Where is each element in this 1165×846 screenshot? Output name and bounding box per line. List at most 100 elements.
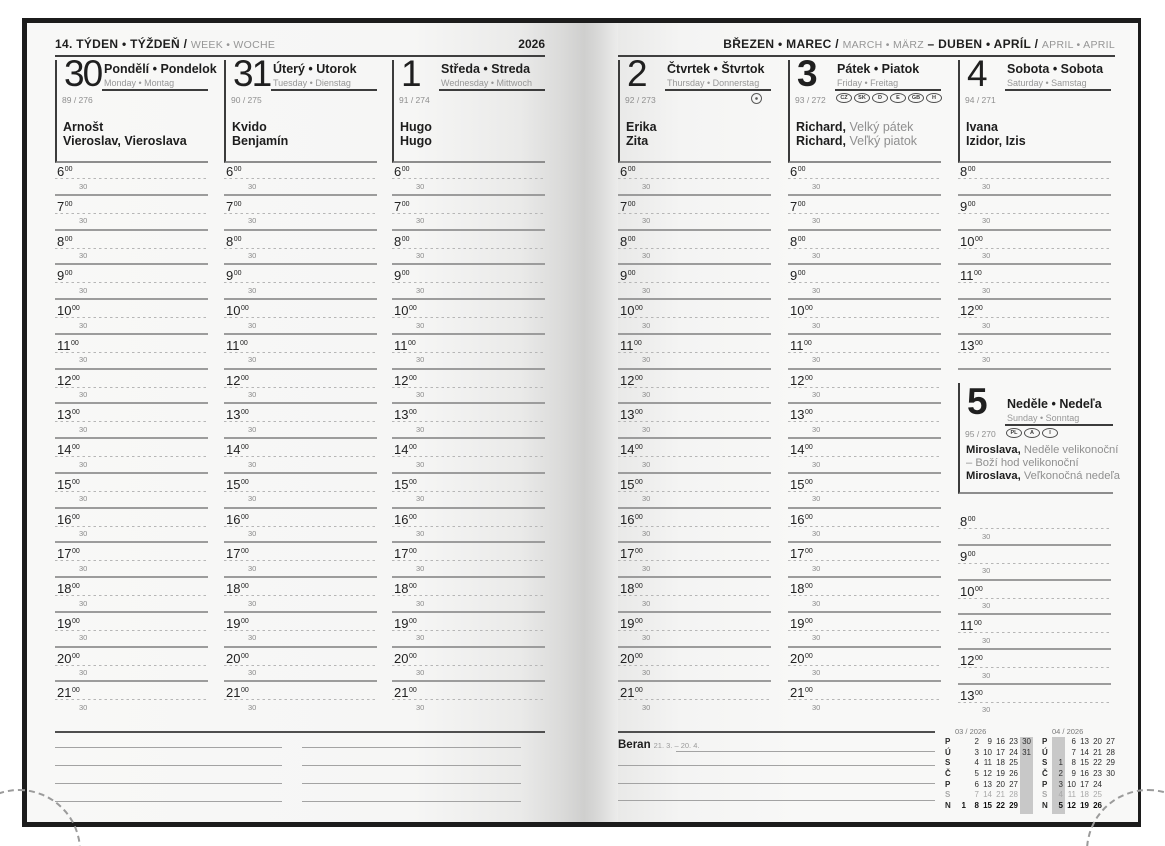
- mini-calendar-day: 18: [1080, 790, 1089, 800]
- half-hour-line: [618, 456, 771, 457]
- hour-slot-11: 1100 30: [618, 335, 771, 370]
- hour-label: 600: [226, 164, 242, 179]
- hour-line: [618, 228, 771, 231]
- hour-line: [788, 402, 941, 405]
- weekday-label: P: [1042, 737, 1048, 746]
- hour-label: 1400: [394, 442, 417, 457]
- half-hour-line: [55, 525, 208, 527]
- half-hour-line: [618, 525, 771, 527]
- mini-calendar-day: [955, 737, 968, 748]
- mini-calendar-day: 6: [974, 779, 979, 789]
- half-hour-line: [224, 178, 377, 179]
- hour-label: 1200: [960, 303, 983, 318]
- month-title-1: BŘEZEN • MAREC /: [723, 37, 839, 51]
- hour-line: [958, 332, 1111, 335]
- half-hour-line: [224, 560, 377, 562]
- hour-label: 1100: [960, 268, 982, 284]
- hour-slot-13: 1300 30: [788, 404, 941, 439]
- day-of-year: 92 / 273: [625, 95, 656, 105]
- hour-line: [392, 541, 545, 544]
- hour-label: 2100: [226, 685, 249, 701]
- half-hour-label: 30: [79, 598, 88, 608]
- hour-label: 900: [960, 198, 976, 214]
- hour-label: 700: [790, 198, 806, 214]
- hour-slot-9: 900 30: [958, 546, 1111, 581]
- mini-calendar-day: 24: [1093, 779, 1102, 789]
- half-hour-label: 30: [812, 390, 821, 399]
- half-hour-label: 30: [416, 668, 425, 677]
- day-header-friday: 3 Pátek • Piatok Friday • Freitag 93 / 2…: [788, 55, 942, 163]
- half-hour-line: [392, 595, 545, 596]
- hour-line: [224, 680, 377, 683]
- mini-calendar-day: 12: [1067, 801, 1076, 811]
- half-hour-label: 30: [982, 705, 991, 715]
- half-hour-line: [618, 386, 771, 388]
- mini-calendar-day: 29: [1106, 758, 1115, 768]
- half-hour-label: 30: [812, 529, 821, 538]
- hour-slot-8: 800 30: [618, 231, 771, 266]
- zodiac-line: [676, 751, 935, 752]
- notes-line: [302, 801, 521, 802]
- hour-line: [958, 228, 1111, 231]
- hour-slot-11: 1100 30: [958, 615, 1111, 650]
- hour-slot-16: 1600 30: [788, 509, 941, 544]
- half-hour-label: 30: [812, 633, 821, 643]
- mini-calendar-day: 25: [1009, 758, 1018, 768]
- half-hour-label: 30: [79, 355, 88, 365]
- mini-calendar-row: S 4 11 18 25: [1042, 790, 1117, 801]
- day-of-year: 94 / 271: [965, 95, 996, 105]
- half-hour-line: [224, 247, 377, 249]
- hour-slot-9: 900 30: [392, 265, 545, 300]
- hour-line: [788, 437, 941, 439]
- hour-line: [55, 471, 208, 474]
- hour-slot-14: 1400 30: [55, 439, 208, 474]
- holiday-country-icon-sk: SK: [854, 93, 870, 103]
- hour-label: 600: [620, 164, 636, 179]
- half-hour-line: [788, 386, 941, 388]
- hour-slot-10: 1000 30: [224, 300, 377, 335]
- hour-slot-11: 1100 30: [224, 335, 377, 370]
- half-hour-line: [618, 247, 771, 249]
- mini-calendar-day: 9: [987, 737, 992, 746]
- hour-line: [958, 367, 1111, 370]
- mini-calendar-day: 21: [996, 790, 1005, 800]
- hour-label: 700: [620, 198, 636, 214]
- month-dash: –: [923, 37, 939, 51]
- half-hour-label: 30: [812, 563, 821, 573]
- time-grid-sunday: 800 30 900 30 1000 30 1100 30 1200 30 1300 30: [958, 511, 1111, 720]
- hour-line: [788, 332, 941, 335]
- hour-line: [224, 437, 377, 439]
- mini-calendar-day: 5: [974, 769, 979, 779]
- mini-calendar-day: 12: [983, 769, 992, 779]
- half-hour-label: 30: [642, 251, 651, 260]
- half-hour-label: 30: [642, 216, 651, 226]
- weekday-label: N: [945, 801, 951, 811]
- half-hour-label: 30: [248, 424, 257, 434]
- mini-calendar-day: 11: [983, 758, 992, 768]
- hour-line: [55, 541, 208, 544]
- hour-line: [618, 471, 771, 474]
- mini-calendar-day: 24: [1009, 747, 1018, 757]
- mini-calendar-day: 14: [1080, 747, 1089, 757]
- hour-label: 900: [394, 268, 410, 284]
- hour-line: [618, 541, 771, 544]
- hour-line: [224, 228, 377, 231]
- half-hour-label: 30: [982, 601, 991, 610]
- half-hour-line: [224, 317, 377, 318]
- hour-line: [618, 680, 771, 683]
- mini-calendar-row: P 2 9 16 23 30: [945, 737, 1033, 748]
- half-hour-label: 30: [79, 181, 88, 191]
- hour-line: [788, 471, 941, 474]
- day-header-thursday: 2 Čtvrtek • Štvrtok Thursday • Donnersta…: [618, 55, 771, 163]
- half-hour-label: 30: [812, 181, 821, 191]
- day-title-rule: [1005, 89, 1111, 91]
- day-number: 31: [233, 53, 272, 94]
- half-hour-line: [224, 629, 377, 631]
- hour-label: 1600: [226, 511, 249, 527]
- half-hour-label: 30: [642, 424, 651, 434]
- half-hour-line: [392, 212, 545, 214]
- hour-slot-17: 1700 30: [618, 543, 771, 578]
- notes-line: [55, 747, 282, 748]
- hour-slot-17: 1700 30: [392, 543, 545, 578]
- half-hour-line: [55, 595, 208, 596]
